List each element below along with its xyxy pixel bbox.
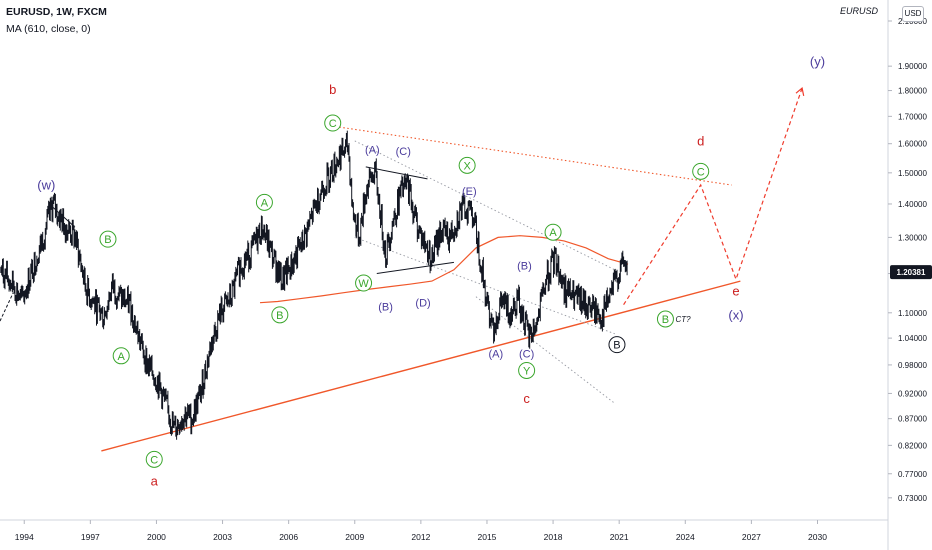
wave-label: (y) [810,54,825,69]
wave-label-circle [656,310,674,328]
history-lead-in [0,292,14,322]
time-tick-label: 2024 [676,532,695,542]
wave-label-circle [518,361,536,379]
wave-label: (C) [396,146,411,158]
projection-path [623,86,805,306]
wave-label-circle [112,347,130,365]
ma-610-path [259,235,629,304]
indicator-legend[interactable]: MA (610, close, 0) [6,23,91,35]
last-price-label: 1.20381 [897,268,926,277]
wave-label: CT? [676,315,692,324]
wave-label-circle [145,450,163,468]
time-tick-label: 2003 [213,532,232,542]
wave-label: Y [523,365,531,377]
wave-label: C [697,166,705,178]
time-tick-label: 1997 [81,532,100,542]
wave-label-circle [692,162,710,180]
wave-label: c [523,391,530,406]
wave-label: (D) [415,298,430,310]
wave-label: (x) [728,308,743,323]
wave-label-circle [271,306,289,324]
price-tick-label: 0.92000 [898,389,927,398]
wave-label: (B) [378,302,393,314]
wave-label-circle [544,223,562,241]
lower-trendline [101,280,741,452]
price-tick-label: 1.50000 [898,169,927,178]
last-price-badge [890,265,932,280]
wave-annotations: (w) B A Ca A Bb C (A) (C) W (B) (D) X (E) (B) (A) (C) Yc A… [37,54,825,488]
wave-label: B [104,234,111,246]
wave-label: C [150,454,158,466]
wave-label: (A) [365,144,380,156]
ma-610-line [259,235,629,304]
wave-label: (B) [517,260,532,272]
time-tick-label: 2006 [279,532,298,542]
time-tick-label: 2021 [610,532,629,542]
wedge-bot-1 [376,261,454,275]
price-tick-label: 0.82000 [898,441,927,450]
wave-label: A [118,351,126,363]
price-tick-label: 0.73000 [898,494,927,503]
wave-label: e [732,283,739,298]
projection-arrowhead [795,86,805,97]
time-tick-label: 2000 [147,532,166,542]
price-tick-label: 1.90000 [898,62,927,71]
time-axis[interactable]: 1994 1997 2000 2003 2006 2009 2012 2015 2018 2021… [0,519,888,542]
wave-label-circle [355,274,373,292]
price-tick-label: 0.98000 [898,361,927,370]
price-tick-label: 1.40000 [898,200,927,209]
symbol-watermark-label: EURUSD [839,6,878,16]
wave-label: b [329,82,336,97]
currency-unit-badge[interactable]: USD [902,6,924,22]
price-tick-label: 1.04000 [898,334,927,343]
wave-label: B [613,340,620,352]
price-tick-label: 1.60000 [898,140,927,149]
wave-label: B [662,314,669,326]
price-bars [0,130,628,440]
wave-label-circle [99,230,117,248]
symbol-title[interactable]: EURUSD, 1W, FXCM [6,6,107,18]
price-tick-label: 1.70000 [898,112,927,121]
time-tick-label: 2015 [478,532,497,542]
wave-label: X [463,160,471,172]
channel-1 [354,140,615,271]
price-axis[interactable]: 2.100001.900001.800001.700001.600001.500… [887,0,932,550]
wave-label: A [549,227,557,239]
wave-label-circle [324,114,342,132]
wave-label: B [276,310,283,322]
wave-label: (E) [462,186,477,198]
wave-label: A [261,197,269,209]
wave-label: (C) [519,349,534,361]
wave-label-circle [608,336,626,354]
wave-label: C [329,118,337,130]
price-tick-label: 1.80000 [898,87,927,96]
wave-label-circle [458,156,476,174]
wave-label: (A) [488,349,503,361]
time-tick-label: 2009 [345,532,364,542]
time-tick-label: 2027 [742,532,761,542]
wave-label: a [151,474,159,489]
price-tick-label: 1.10000 [898,309,927,318]
time-tick-label: 2030 [808,532,827,542]
time-tick-label: 2018 [544,532,563,542]
time-tick-label: 2012 [411,532,430,542]
projection-line [623,87,803,306]
wave-label: (w) [37,178,55,193]
wave-label: W [358,278,369,290]
wave-label-circle [255,193,273,211]
price-series [0,130,628,440]
price-tick-label: 0.77000 [898,470,927,479]
time-tick-label: 1994 [15,532,34,542]
price-tick-label: 1.30000 [898,233,927,242]
price-tick-label: 0.87000 [898,415,927,424]
wave-label: d [697,134,704,149]
